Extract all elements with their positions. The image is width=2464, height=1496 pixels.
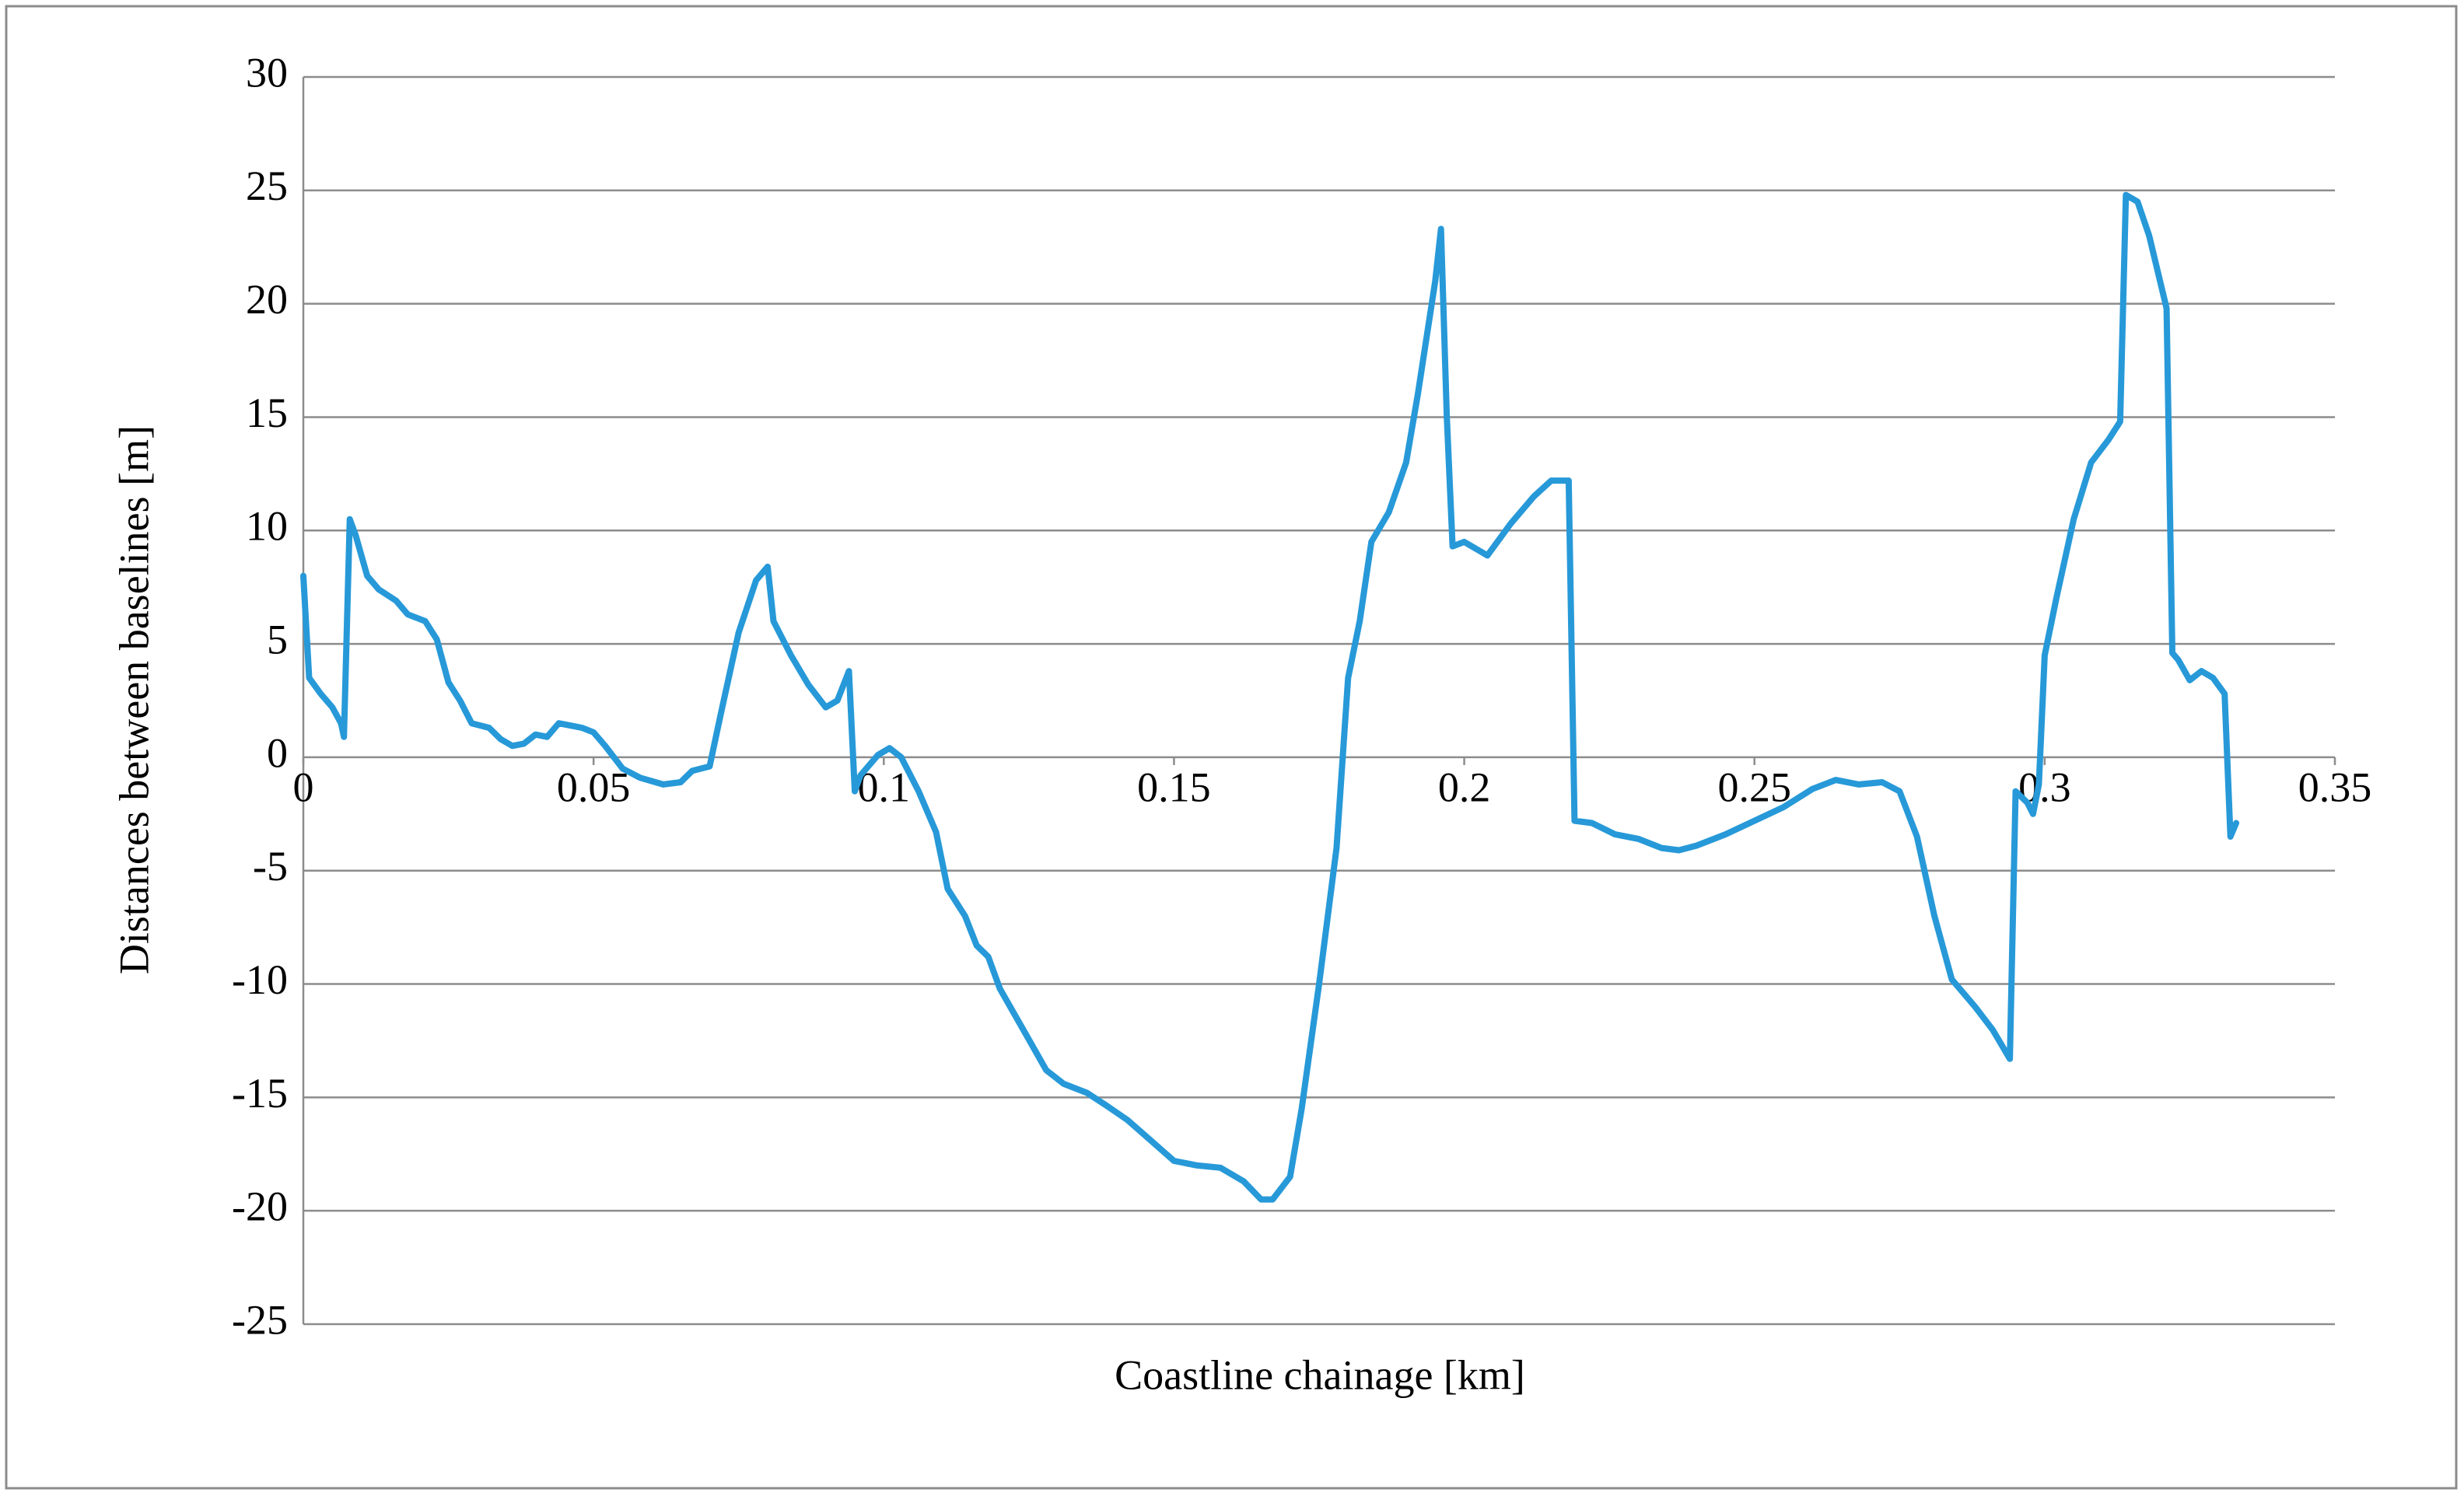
y-tick-label: 15 bbox=[246, 390, 288, 436]
x-tick-label: 0.05 bbox=[557, 764, 631, 810]
y-tick-label: -25 bbox=[232, 1296, 288, 1343]
y-tick-label: -20 bbox=[232, 1183, 288, 1230]
x-axis-label: Coastline chainage [km] bbox=[1115, 1351, 1525, 1398]
x-tick-label: 0.15 bbox=[1137, 764, 1211, 810]
y-tick-label: -5 bbox=[253, 843, 288, 890]
x-tick-label: 0.25 bbox=[1717, 764, 1791, 810]
x-tick-label: 0.35 bbox=[2298, 764, 2372, 810]
y-tick-label: 20 bbox=[246, 276, 288, 323]
y-tick-label: -15 bbox=[232, 1070, 288, 1117]
data-line bbox=[300, 191, 2240, 1203]
y-tick-label: 10 bbox=[246, 503, 288, 550]
y-tick-label: 25 bbox=[246, 163, 288, 209]
x-tick-label: 0.2 bbox=[1438, 764, 1491, 810]
y-tick-label: 30 bbox=[246, 49, 288, 96]
y-tick-label: 0 bbox=[267, 729, 288, 776]
chart-frame bbox=[5, 5, 2458, 1490]
y-tick-label: 5 bbox=[267, 616, 288, 662]
y-tick-label: -10 bbox=[232, 956, 288, 1003]
y-axis-label: Distances between baselines [m] bbox=[110, 425, 157, 974]
x-tick-label: 0 bbox=[293, 764, 314, 810]
